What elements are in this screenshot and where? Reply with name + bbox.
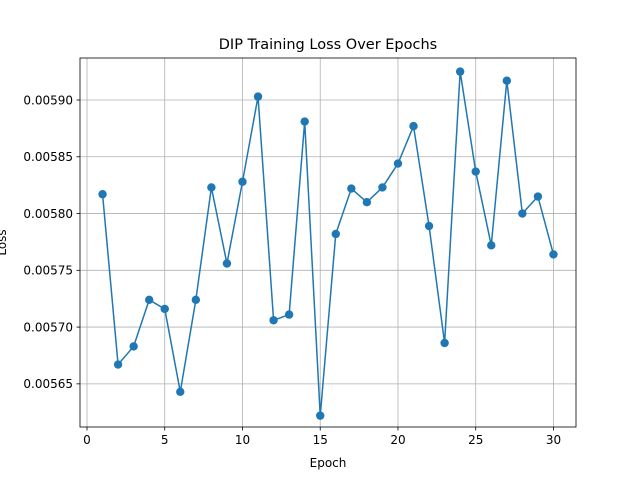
x-tick-label: 5 [161,433,169,447]
loss-point [253,92,263,101]
chart-title: DIP Training Loss Over Epochs [219,37,437,53]
y-axis-label: Loss [0,229,9,255]
loss-point [300,117,309,126]
loss-point [129,342,138,351]
loss-point [409,121,418,131]
grid [80,58,576,427]
loss-point [144,295,154,305]
x-tick-label: 0 [83,433,91,447]
x-tick-label: 30 [546,433,561,447]
x-tick-label: 10 [235,433,250,447]
y-tick-label: 0.00570 [23,320,73,334]
x-tick-label: 20 [390,433,405,447]
loss-point [393,159,403,168]
ticks: 0 5 10 15 20 25 30 0.00565 0.00570 0.00575 0.00580… [23,93,561,447]
loss-point [113,360,123,369]
loss-point [471,167,480,176]
y-tick-label: 0.00565 [23,377,73,391]
loss-series [98,67,558,420]
loss-point [191,295,201,305]
x-tick-label: 25 [468,433,483,447]
loss-point [176,387,185,397]
loss-line [101,70,555,417]
loss-point [502,76,512,85]
loss-point [331,229,340,239]
loss-point [424,221,434,231]
loss-point [284,310,294,319]
loss-point [440,338,449,348]
loss-point [518,209,527,218]
loss-point [207,183,216,192]
loss-point [238,177,247,186]
loss-point [347,184,356,193]
loss-point [269,316,278,325]
loss-point [487,241,496,250]
loss-point [378,183,387,192]
loss-point [533,192,543,201]
loss-point [455,67,465,76]
x-axis-label: Epoch [310,456,347,470]
x-tick-label: 15 [313,433,328,447]
loss-point [549,250,558,259]
loss-point [222,259,232,268]
loss-point [160,304,169,314]
loss-point [316,411,325,420]
plot-frame [79,57,577,428]
y-tick-label: 0.00580 [23,207,73,221]
y-tick-label: 0.00590 [23,93,73,107]
y-tick-label: 0.00575 [23,264,73,278]
loss-point [98,190,107,199]
loss-point [362,197,372,207]
y-tick-label: 0.00585 [23,150,73,164]
